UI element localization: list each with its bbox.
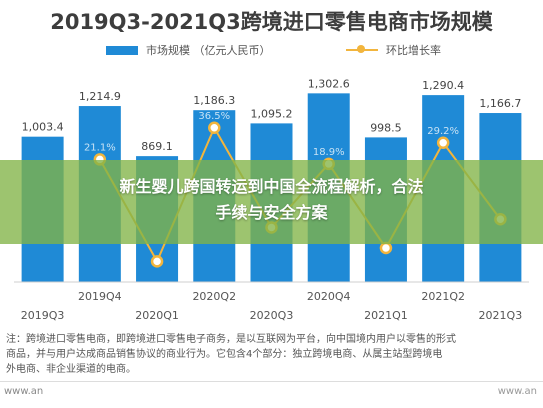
chart-title: 2019Q3-2021Q3跨境进口零售电商市场规模 <box>50 10 493 34</box>
bar-label-2021Q2: 1,290.4 <box>422 79 464 92</box>
growth-point-2021Q2 <box>436 136 450 150</box>
bar-label-2019Q4: 1,214.9 <box>79 90 121 103</box>
x-tick-2019Q3: 2019Q3 <box>21 309 65 322</box>
growth-point-2020Q1 <box>150 255 164 268</box>
bar-label-2020Q1: 869.1 <box>141 140 173 153</box>
headline-line-2: 手续与安全方案 <box>215 203 328 222</box>
legend-label-market-size: 市场规模 （亿元人民币） <box>146 44 271 57</box>
footer-right-text: www.an <box>497 386 537 397</box>
bar-label-2020Q2: 1,186.3 <box>193 94 235 107</box>
bar-label-2021Q3: 1,166.7 <box>479 97 521 110</box>
legend-line-swatch <box>346 45 378 53</box>
growth-label-2020Q2: 36.5% <box>198 111 230 122</box>
x-tick-2021Q3: 2021Q3 <box>479 309 523 322</box>
x-tick-2021Q1: 2021Q1 <box>364 309 408 322</box>
chart-note-line-1: 注：跨境进口零售电商，即跨境进口零售电子商务，是以互联网为平台，向中国境内用户以… <box>6 334 456 345</box>
x-tick-2020Q4: 2020Q4 <box>307 290 351 303</box>
legend-item-market-size: 市场规模 （亿元人民币） <box>106 42 271 58</box>
growth-label-2020Q4: 18.9% <box>313 147 345 158</box>
bar-label-2019Q3: 1,003.4 <box>22 121 64 134</box>
x-tick-2020Q1: 2020Q1 <box>135 309 179 322</box>
legend-label-growth-rate: 环比增长率 <box>386 44 441 57</box>
x-tick-2020Q2: 2020Q2 <box>192 290 236 303</box>
legend-bar-swatch <box>106 45 138 55</box>
headline-banner: 新生婴儿跨国转运到中国全流程解析，合法 手续与安全方案 <box>0 160 543 244</box>
bar-label-2020Q4: 1,302.6 <box>308 77 350 90</box>
chart-note-line-3: 外电商、非企业渠道的电商。 <box>6 364 136 375</box>
bar-label-2021Q1: 998.5 <box>370 121 402 134</box>
bar-label-2020Q3: 1,095.2 <box>251 107 293 120</box>
footer-divider <box>0 381 543 382</box>
growth-label-2021Q2: 29.2% <box>427 126 459 137</box>
legend-item-growth-rate: 环比增长率 <box>346 42 441 58</box>
x-tick-2019Q4: 2019Q4 <box>78 290 122 303</box>
x-tick-2021Q2: 2021Q2 <box>421 290 465 303</box>
growth-label-2019Q4: 21.1% <box>84 142 116 153</box>
growth-point-2021Q1 <box>379 241 393 255</box>
chart-note: 注：跨境进口零售电商，即跨境进口零售电子商务，是以互联网为平台，向中国境内用户以… <box>6 332 540 377</box>
x-tick-2020Q3: 2020Q3 <box>250 309 294 322</box>
growth-point-2020Q2 <box>208 121 221 134</box>
headline-line-1: 新生婴儿跨国转运到中国全流程解析，合法 <box>119 177 424 196</box>
footer-left-text: www.an <box>4 386 44 397</box>
chart-note-line-2: 商品，并与用户达成商品销售协议的商业行为。它包含4个部分：独立跨境电商、从属主站… <box>6 349 443 360</box>
